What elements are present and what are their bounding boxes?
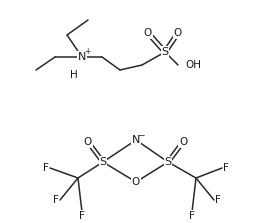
- Text: S: S: [99, 157, 106, 167]
- Text: O: O: [144, 28, 152, 38]
- Text: O: O: [179, 137, 187, 147]
- Text: N: N: [78, 52, 86, 62]
- Text: +: +: [84, 47, 90, 56]
- Text: F: F: [43, 163, 49, 173]
- Text: F: F: [215, 195, 221, 205]
- Text: F: F: [79, 211, 85, 221]
- Text: S: S: [161, 47, 168, 57]
- Text: F: F: [189, 211, 195, 221]
- Text: S: S: [164, 157, 171, 167]
- Text: OH: OH: [185, 60, 201, 70]
- Text: F: F: [53, 195, 59, 205]
- Text: H: H: [70, 70, 78, 80]
- Text: O: O: [132, 177, 140, 187]
- Text: N: N: [132, 135, 140, 145]
- Text: F: F: [223, 163, 229, 173]
- Text: O: O: [174, 28, 182, 38]
- Text: O: O: [84, 137, 92, 147]
- Text: −: −: [137, 130, 145, 140]
